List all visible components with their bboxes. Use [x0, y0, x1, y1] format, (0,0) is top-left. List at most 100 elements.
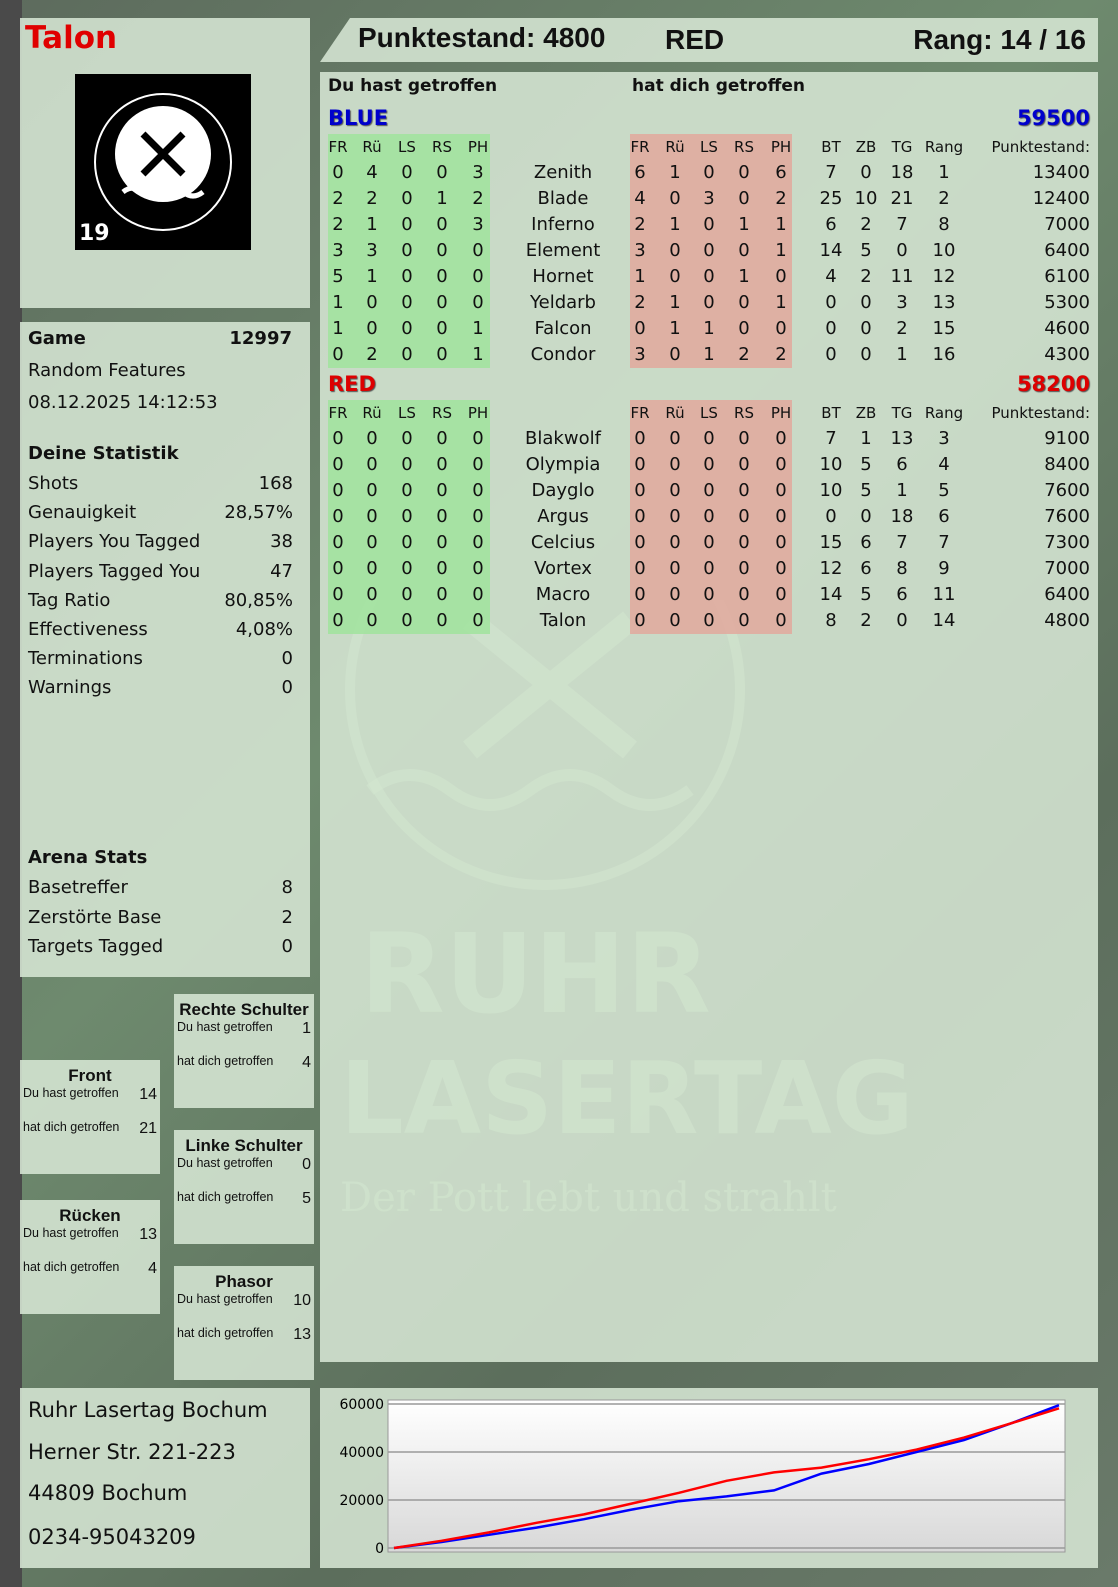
hit-you-cell: 0 — [775, 454, 787, 475]
player-score: 8400 — [1044, 454, 1090, 475]
you-hit-cell: 0 — [436, 532, 448, 553]
you-hit-cell: 0 — [401, 428, 413, 449]
stat-cell: 7 — [938, 532, 950, 553]
column-header: Rü — [362, 138, 382, 156]
hit-you-cell: 1 — [703, 344, 715, 365]
hit-you-cell: 1 — [738, 214, 750, 235]
stat-cell: 10 — [932, 240, 956, 261]
stat-row: Effectiveness 4,08% — [28, 619, 293, 640]
team-score: 59500 — [1016, 106, 1090, 130]
you-hit-cell: 0 — [436, 584, 448, 605]
you-hit-cell: 2 — [332, 214, 344, 235]
stat-cell: 1 — [938, 162, 950, 183]
zone-you-hit-row: Du hast getroffen 13 — [20, 1226, 160, 1260]
you-hit-cell: 0 — [436, 344, 448, 365]
you-hit-cell: 0 — [332, 454, 344, 475]
you-hit-cell: 0 — [366, 558, 378, 579]
hit-you-cell: 0 — [775, 610, 787, 631]
hit-you-cell: 0 — [634, 610, 646, 631]
zone-hit-you-label: hat dich getroffen — [177, 1190, 274, 1204]
team-logo: 19 — [75, 74, 251, 250]
zone-you-hit-label: Du hast getroffen — [177, 1292, 273, 1306]
stat-cell: 6 — [938, 506, 950, 527]
zone-hit-you-value: 4 — [148, 1260, 157, 1277]
player-name: Dayglo — [531, 480, 595, 501]
hit-you-cell: 0 — [775, 480, 787, 501]
stat-cell: 4 — [825, 266, 837, 287]
you-hit-cell: 0 — [401, 240, 413, 261]
hit-you-cell: 0 — [738, 292, 750, 313]
you-hit-cell: 0 — [472, 532, 484, 553]
address-line: 0234-95043209 — [28, 1525, 196, 1549]
player-score: 7600 — [1044, 480, 1090, 501]
you-hit-cell: 0 — [366, 584, 378, 605]
player-score: 6400 — [1044, 240, 1090, 261]
zone-you-hit-row: Du hast getroffen 0 — [174, 1156, 314, 1190]
stat-value: 0 — [281, 648, 293, 670]
stat-cell: 2 — [860, 266, 872, 287]
stat-cell: 7 — [896, 532, 908, 553]
stat-cell: 5 — [860, 584, 872, 605]
stat-cell: 13 — [890, 428, 914, 449]
stat-cell: 4 — [938, 454, 950, 475]
zone-you-hit-row: Du hast getroffen 1 — [174, 1020, 314, 1054]
player-team: RED — [665, 24, 725, 55]
stat-cell: 7 — [825, 162, 837, 183]
stat-label: Warnings — [28, 677, 112, 699]
hit-zone-ruecken: Rücken Du hast getroffen 13 hat dich getrof… — [20, 1200, 160, 1314]
stat-value: 0 — [281, 677, 293, 699]
hit-you-cell: 0 — [703, 454, 715, 475]
player-rank: Rang: 14 / 16 — [913, 24, 1086, 55]
hit-you-cell: 0 — [669, 188, 681, 209]
y-tick-label: 60000 — [339, 1397, 384, 1413]
stat-cell: 0 — [896, 240, 908, 261]
hit-you-cell: 0 — [775, 506, 787, 527]
you-hit-cell: 0 — [472, 584, 484, 605]
hit-you-cell: 0 — [775, 584, 787, 605]
zone-hit-you-row: hat dich getroffen 21 — [20, 1120, 160, 1154]
you-hit-cell: 0 — [401, 532, 413, 553]
stat-cell: 21 — [890, 188, 914, 209]
stat-row: Shots 168 — [28, 473, 293, 494]
zone-hit-you-value: 13 — [293, 1326, 311, 1343]
hit-you-cell: 6 — [775, 162, 787, 183]
series-line-0 — [393, 1404, 1060, 1550]
you-hit-cell: 1 — [436, 188, 448, 209]
stat-cell: 1 — [896, 344, 908, 365]
column-header: Rang — [924, 404, 964, 422]
you-hit-cell: 0 — [332, 480, 344, 501]
column-header: LS — [700, 138, 718, 156]
zone-you-hit-value: 0 — [302, 1156, 311, 1173]
team-name: BLUE — [328, 106, 389, 130]
you-hit-cell: 2 — [332, 188, 344, 209]
hit-zone-front: Front Du hast getroffen 14 hat dich getroff… — [20, 1060, 160, 1174]
hit-you-cell: 0 — [634, 480, 646, 501]
stat-cell: 8 — [938, 214, 950, 235]
zone-hit-you-row: hat dich getroffen 4 — [20, 1260, 160, 1294]
player-score: 7000 — [1044, 214, 1090, 235]
hit-you-cell: 0 — [738, 454, 750, 475]
stat-cell: 5 — [860, 454, 872, 475]
score-chart: 0 20000 40000 60000 — [339, 1397, 1066, 1557]
zone-hit-you-label: hat dich getroffen — [177, 1326, 274, 1340]
stat-value: 47 — [270, 560, 293, 582]
stat-label: Players You Tagged — [28, 531, 201, 553]
stat-cell: 8 — [825, 610, 837, 631]
stat-cell: 18 — [890, 162, 914, 183]
you-hit-cell: 0 — [436, 318, 448, 339]
hit-you-block — [630, 400, 792, 634]
score-chart-panel: 0 20000 40000 60000 — [320, 1388, 1098, 1568]
stat-cell: 2 — [896, 318, 908, 339]
player-name: Celcius — [530, 532, 596, 553]
stat-cell: 14 — [819, 240, 843, 261]
hit-you-cell: 1 — [738, 266, 750, 287]
you-hit-cell: 0 — [332, 558, 344, 579]
stat-cell: 5 — [938, 480, 950, 501]
stat-cell: 12 — [819, 558, 843, 579]
player-name: Blade — [537, 188, 589, 209]
you-hit-cell: 0 — [472, 266, 484, 287]
hit-you-cell: 0 — [703, 292, 715, 313]
stat-cell: 18 — [890, 506, 914, 527]
you-hit-cell: 1 — [366, 266, 378, 287]
you-hit-cell: 0 — [366, 454, 378, 475]
